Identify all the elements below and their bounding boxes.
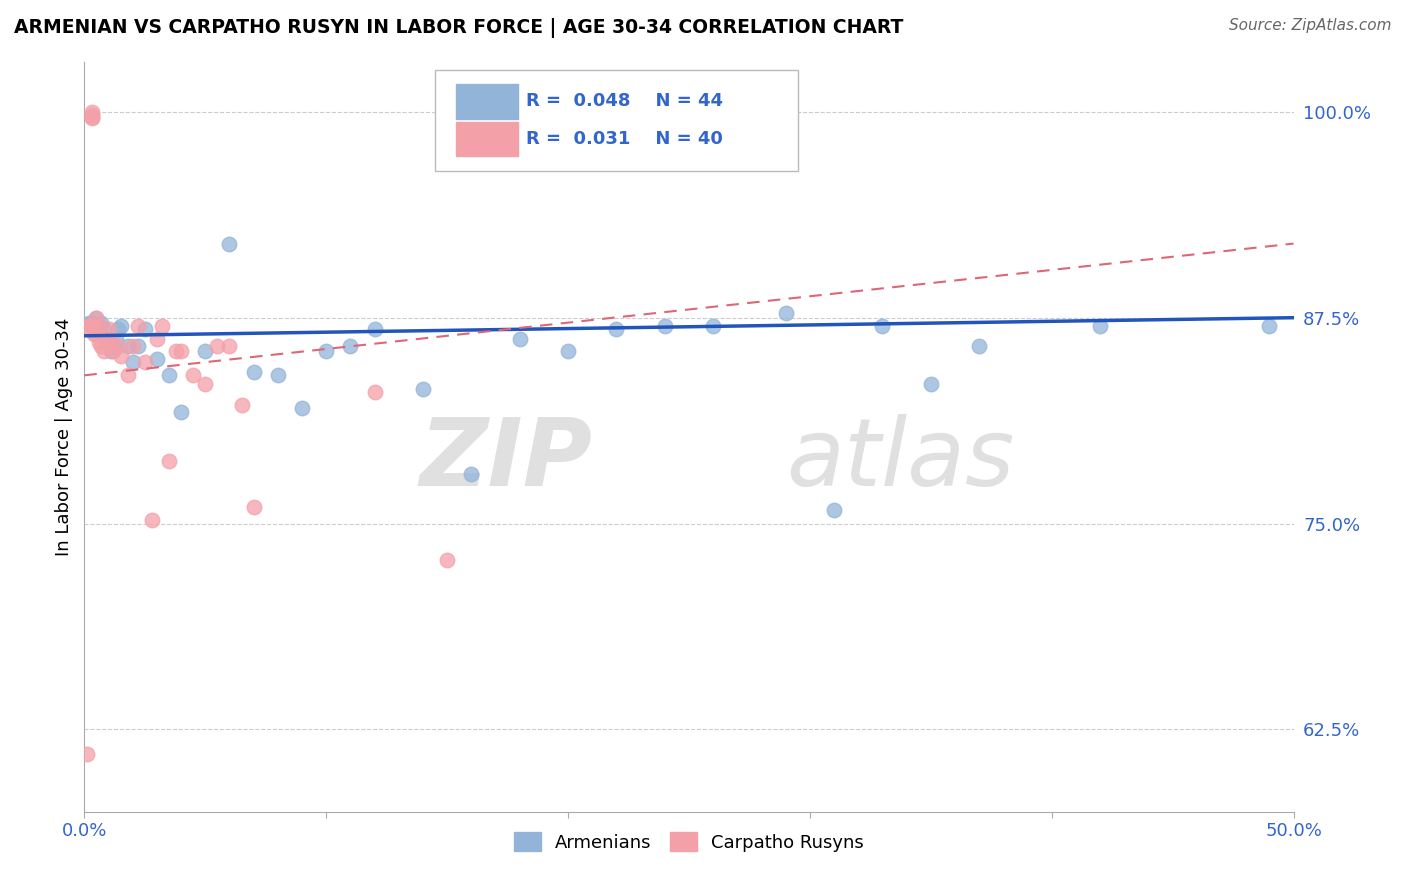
Point [97, 322, 120, 336]
Point [134, 355, 156, 369]
Point [194, 343, 217, 358]
Point [920, 376, 942, 391]
Point [104, 332, 127, 346]
Text: ARMENIAN VS CARPATHO RUSYN IN LABOR FORCE | AGE 30-34 CORRELATION CHART: ARMENIAN VS CARPATHO RUSYN IN LABOR FORC… [14, 18, 904, 37]
Point [117, 368, 139, 383]
Point [127, 318, 149, 333]
Point [150, 318, 173, 333]
Point [157, 454, 180, 468]
Point [110, 318, 132, 333]
Point [80, 104, 103, 119]
Point [207, 339, 229, 353]
Point [557, 343, 579, 358]
Point [77, 318, 100, 333]
Point [107, 322, 129, 336]
Point [94, 332, 117, 346]
Point [363, 322, 385, 336]
Point [146, 351, 169, 366]
Point [86, 310, 108, 325]
Point [157, 368, 180, 383]
Point [83, 318, 105, 333]
Point [605, 322, 627, 336]
Point [412, 382, 434, 396]
FancyBboxPatch shape [456, 121, 519, 156]
Point [107, 339, 129, 353]
Point [146, 332, 169, 346]
Point [117, 339, 139, 353]
Point [170, 404, 193, 418]
Text: atlas: atlas [786, 414, 1014, 505]
Point [80, 108, 103, 122]
Point [460, 467, 482, 482]
Point [77, 318, 100, 333]
Point [775, 306, 797, 320]
Point [363, 384, 385, 399]
FancyBboxPatch shape [434, 70, 797, 171]
Text: R =  0.048    N = 44: R = 0.048 N = 44 [526, 93, 723, 111]
Point [83, 327, 105, 342]
Point [509, 332, 531, 346]
Point [165, 343, 187, 358]
Point [86, 327, 108, 342]
Point [218, 236, 240, 251]
Point [80, 112, 103, 126]
Point [194, 376, 217, 391]
Legend: Armenians, Carpatho Rusyns: Armenians, Carpatho Rusyns [506, 825, 872, 859]
Y-axis label: In Labor Force | Age 30-34: In Labor Force | Age 30-34 [55, 318, 73, 557]
Point [141, 513, 163, 527]
Point [218, 339, 240, 353]
Point [100, 343, 122, 358]
Point [967, 339, 990, 353]
Point [110, 349, 132, 363]
Point [76, 747, 98, 761]
Point [121, 339, 143, 353]
Point [134, 322, 156, 336]
Point [97, 335, 120, 350]
Point [170, 343, 193, 358]
Point [127, 339, 149, 353]
Point [242, 365, 264, 379]
Point [103, 339, 125, 353]
Point [1088, 318, 1111, 333]
Point [94, 332, 117, 346]
Point [654, 318, 676, 333]
Point [231, 398, 253, 412]
Point [87, 318, 110, 333]
Point [872, 318, 894, 333]
Point [242, 500, 264, 514]
FancyBboxPatch shape [456, 84, 519, 119]
Point [181, 368, 204, 383]
Point [93, 343, 115, 358]
Point [823, 503, 845, 517]
Text: R =  0.031    N = 40: R = 0.031 N = 40 [526, 130, 723, 148]
Point [86, 310, 108, 325]
Point [103, 343, 125, 358]
Point [339, 339, 361, 353]
Point [90, 339, 112, 353]
Point [80, 110, 103, 124]
Text: ZIP: ZIP [419, 414, 592, 506]
Point [436, 553, 458, 567]
Point [83, 318, 105, 333]
Point [87, 335, 110, 350]
Point [1258, 318, 1281, 333]
Point [291, 401, 314, 416]
Point [77, 318, 100, 333]
Point [80, 318, 103, 333]
Point [267, 368, 290, 383]
Point [702, 318, 724, 333]
Point [93, 322, 115, 336]
Point [100, 335, 122, 350]
Point [121, 355, 143, 369]
Text: Source: ZipAtlas.com: Source: ZipAtlas.com [1229, 18, 1392, 33]
Point [87, 318, 110, 333]
Point [77, 316, 100, 330]
Point [90, 316, 112, 330]
Point [80, 316, 103, 330]
Point [315, 343, 337, 358]
